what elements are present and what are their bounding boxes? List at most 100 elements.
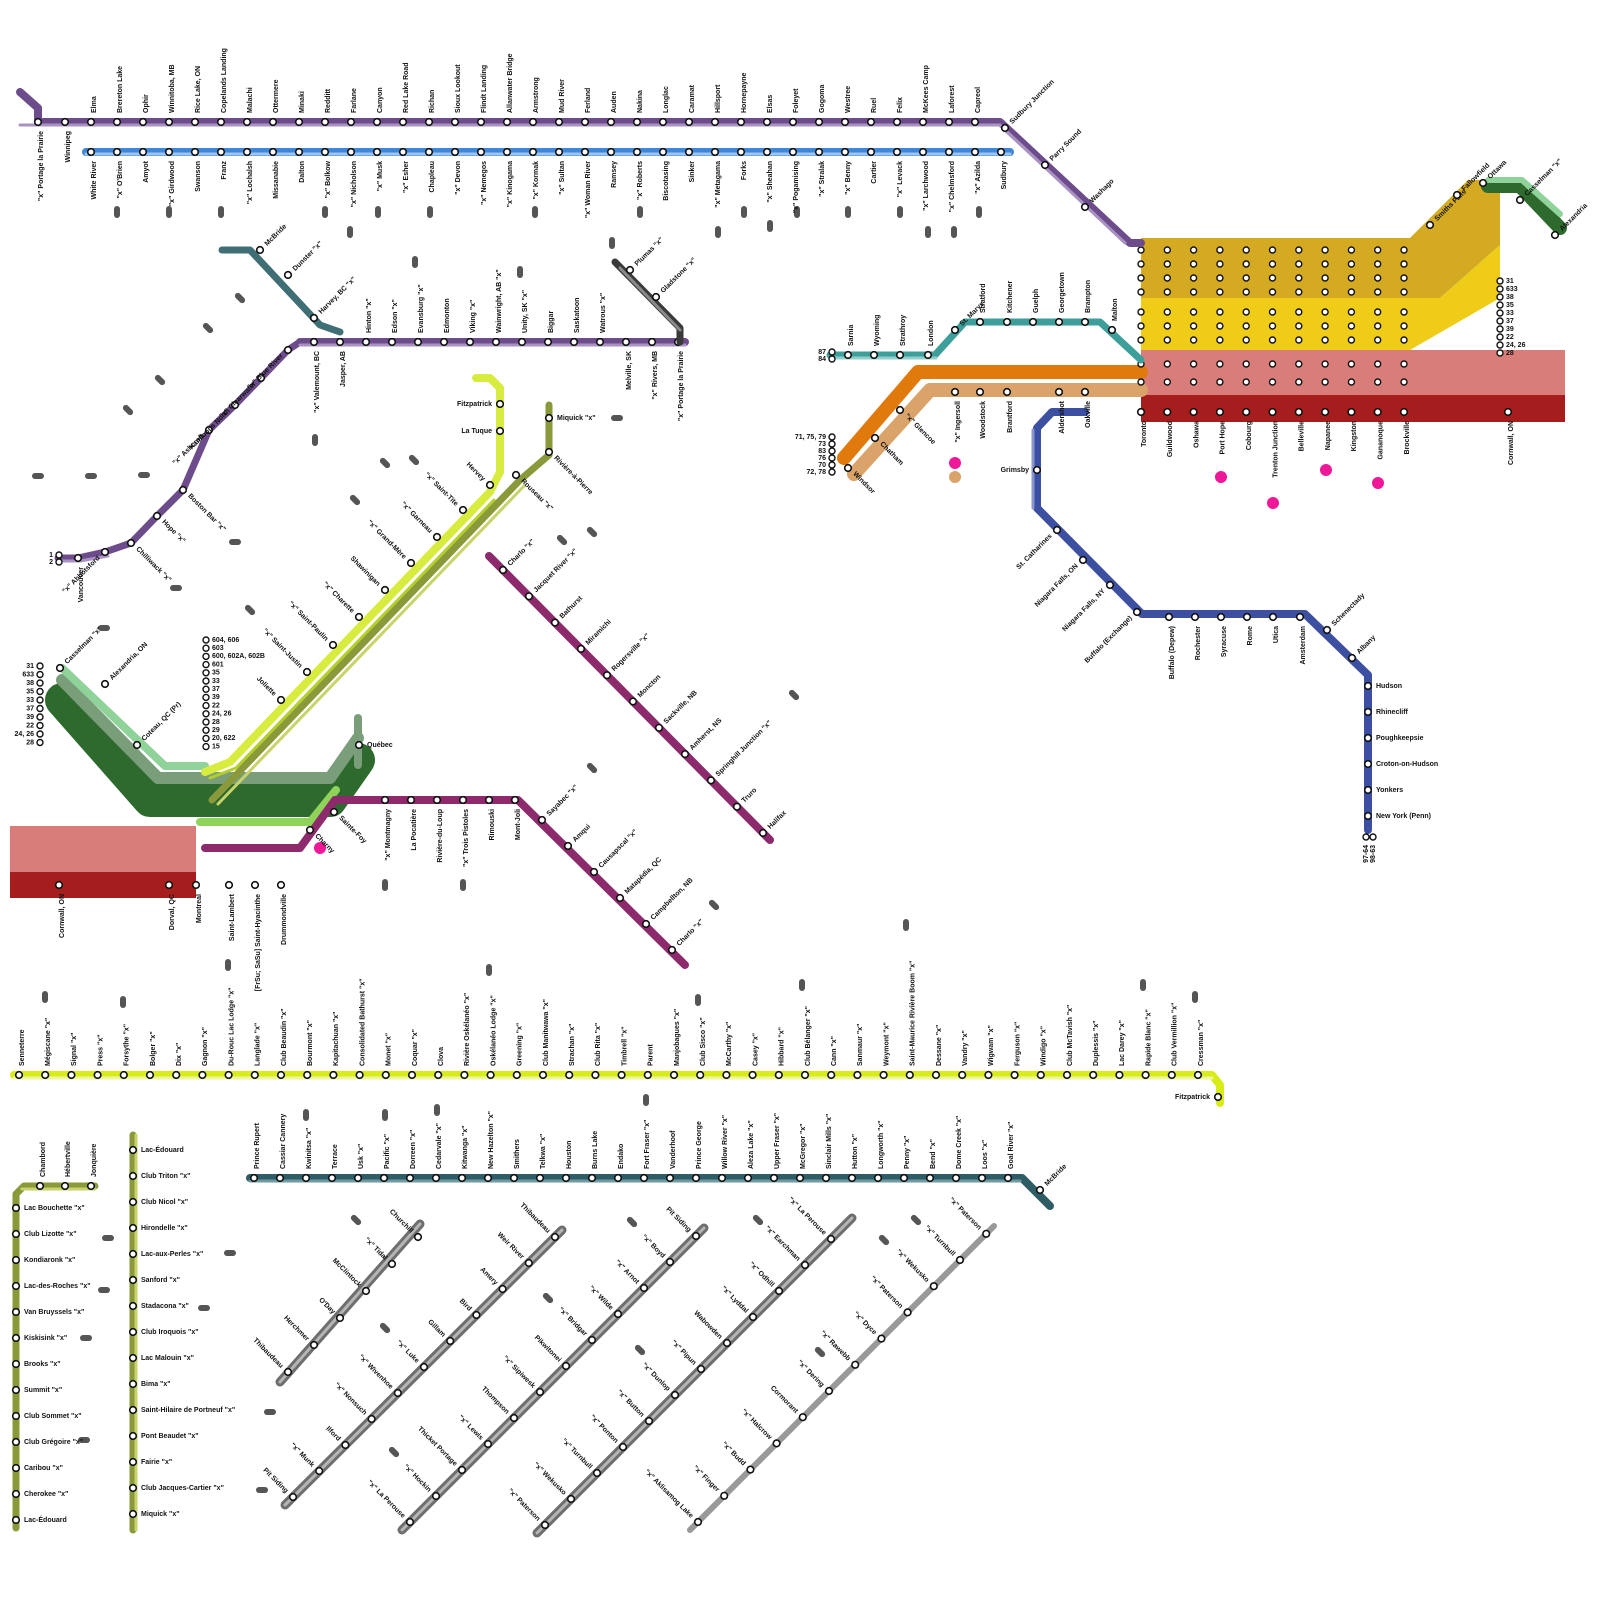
station: [178, 485, 188, 495]
station: [60, 1181, 70, 1191]
pill: [1140, 979, 1146, 991]
station-stack: [1400, 336, 1408, 344]
station: [873, 1173, 883, 1183]
station-stack: [1189, 260, 1198, 268]
station-label: Dessane "x": [936, 1025, 943, 1066]
route-marker: [1496, 301, 1504, 309]
station: [305, 825, 315, 835]
station: [283, 1367, 293, 1377]
station: [398, 117, 408, 127]
station: [138, 147, 148, 157]
route-marker: [1496, 325, 1504, 333]
station: [950, 387, 960, 397]
station: [100, 547, 110, 557]
track: [218, 246, 344, 336]
pill: [102, 1235, 114, 1241]
station: [341, 1440, 350, 1450]
station-label: Franz: [221, 161, 228, 180]
station-label: Port Hope: [1220, 421, 1227, 455]
station: [1399, 407, 1409, 417]
station-stack: [1373, 246, 1382, 254]
station-label: Québec: [367, 742, 393, 749]
station: [128, 1327, 138, 1337]
route-marker: [1496, 333, 1504, 341]
track: [201, 374, 504, 776]
station: [387, 1259, 397, 1269]
station: [798, 1413, 807, 1422]
station: [565, 1070, 574, 1080]
station: [814, 117, 824, 127]
station: [1190, 612, 1200, 622]
station-label: Caribou "x": [24, 1465, 63, 1472]
station: [944, 147, 954, 157]
station: [268, 117, 278, 127]
station: [654, 723, 664, 732]
station-stack: [1347, 378, 1356, 386]
station: [119, 1070, 128, 1080]
station-label: Nakina: [637, 90, 644, 113]
pill: [78, 1437, 90, 1443]
station-stack: [1268, 260, 1277, 268]
route-label: 24, 26: [212, 711, 232, 718]
station-stack: [1216, 308, 1224, 316]
route-label: 15: [212, 743, 220, 750]
station: [821, 1173, 831, 1183]
pill: [408, 454, 420, 466]
station-stack: [1295, 378, 1303, 386]
station: [618, 1442, 628, 1452]
station-label: Ruel: [871, 98, 878, 113]
track: [618, 266, 682, 332]
route-label: 76: [818, 455, 826, 462]
station-label: Stratford: [980, 283, 987, 313]
station: [706, 776, 716, 785]
station-label: Hibbard "x": [779, 1027, 786, 1066]
pill: [752, 1214, 764, 1226]
station-label: "x" Benny: [845, 161, 852, 195]
station-label: "x" Lochalsh: [247, 161, 254, 204]
station-stack: [1163, 260, 1172, 268]
station: [128, 1171, 138, 1181]
pill: [542, 1292, 554, 1304]
station-stack: [1163, 308, 1172, 316]
station: [450, 117, 460, 127]
station: [970, 117, 980, 127]
station-label: Senneterre: [19, 1029, 26, 1066]
station: [877, 1334, 886, 1343]
station-label: Buffalo (Depew): [1169, 626, 1176, 679]
station-label: Unity, SK "x": [522, 290, 529, 333]
station-label: Club Nicol "x": [141, 1199, 188, 1206]
station-stack: [1216, 360, 1224, 368]
pill: [122, 404, 134, 416]
pill: [586, 762, 598, 774]
station: [944, 117, 954, 127]
pill: [427, 206, 433, 218]
pill: [98, 625, 110, 631]
station: [309, 337, 319, 347]
pill: [303, 1109, 309, 1121]
station: [11, 1437, 21, 1447]
station-stack: [1400, 246, 1408, 254]
station: [498, 565, 508, 575]
station-label: London: [928, 320, 935, 346]
station-label: "x" Montmagny: [385, 809, 392, 861]
station-label: "x" Kormak: [533, 161, 540, 200]
station: [651, 292, 661, 302]
station: [328, 640, 338, 650]
station: [512, 1070, 521, 1080]
route-label: 28: [1506, 350, 1514, 357]
route-label: 71, 75, 79: [795, 434, 826, 441]
station-stack: [1137, 260, 1145, 268]
station-label: "x" Girdwood: [169, 161, 176, 206]
station: [224, 1070, 233, 1080]
station-label: "x" O'Brien: [117, 161, 124, 198]
station: [164, 147, 174, 157]
pill: [586, 526, 598, 538]
station: [380, 585, 390, 595]
route-label: 39: [1506, 326, 1514, 333]
station: [387, 337, 397, 347]
route-marker: [36, 679, 44, 687]
station: [975, 317, 985, 327]
station-stack: [1373, 308, 1382, 316]
station-label: "x" Roberts: [637, 161, 644, 200]
station-stack: [1268, 360, 1277, 368]
